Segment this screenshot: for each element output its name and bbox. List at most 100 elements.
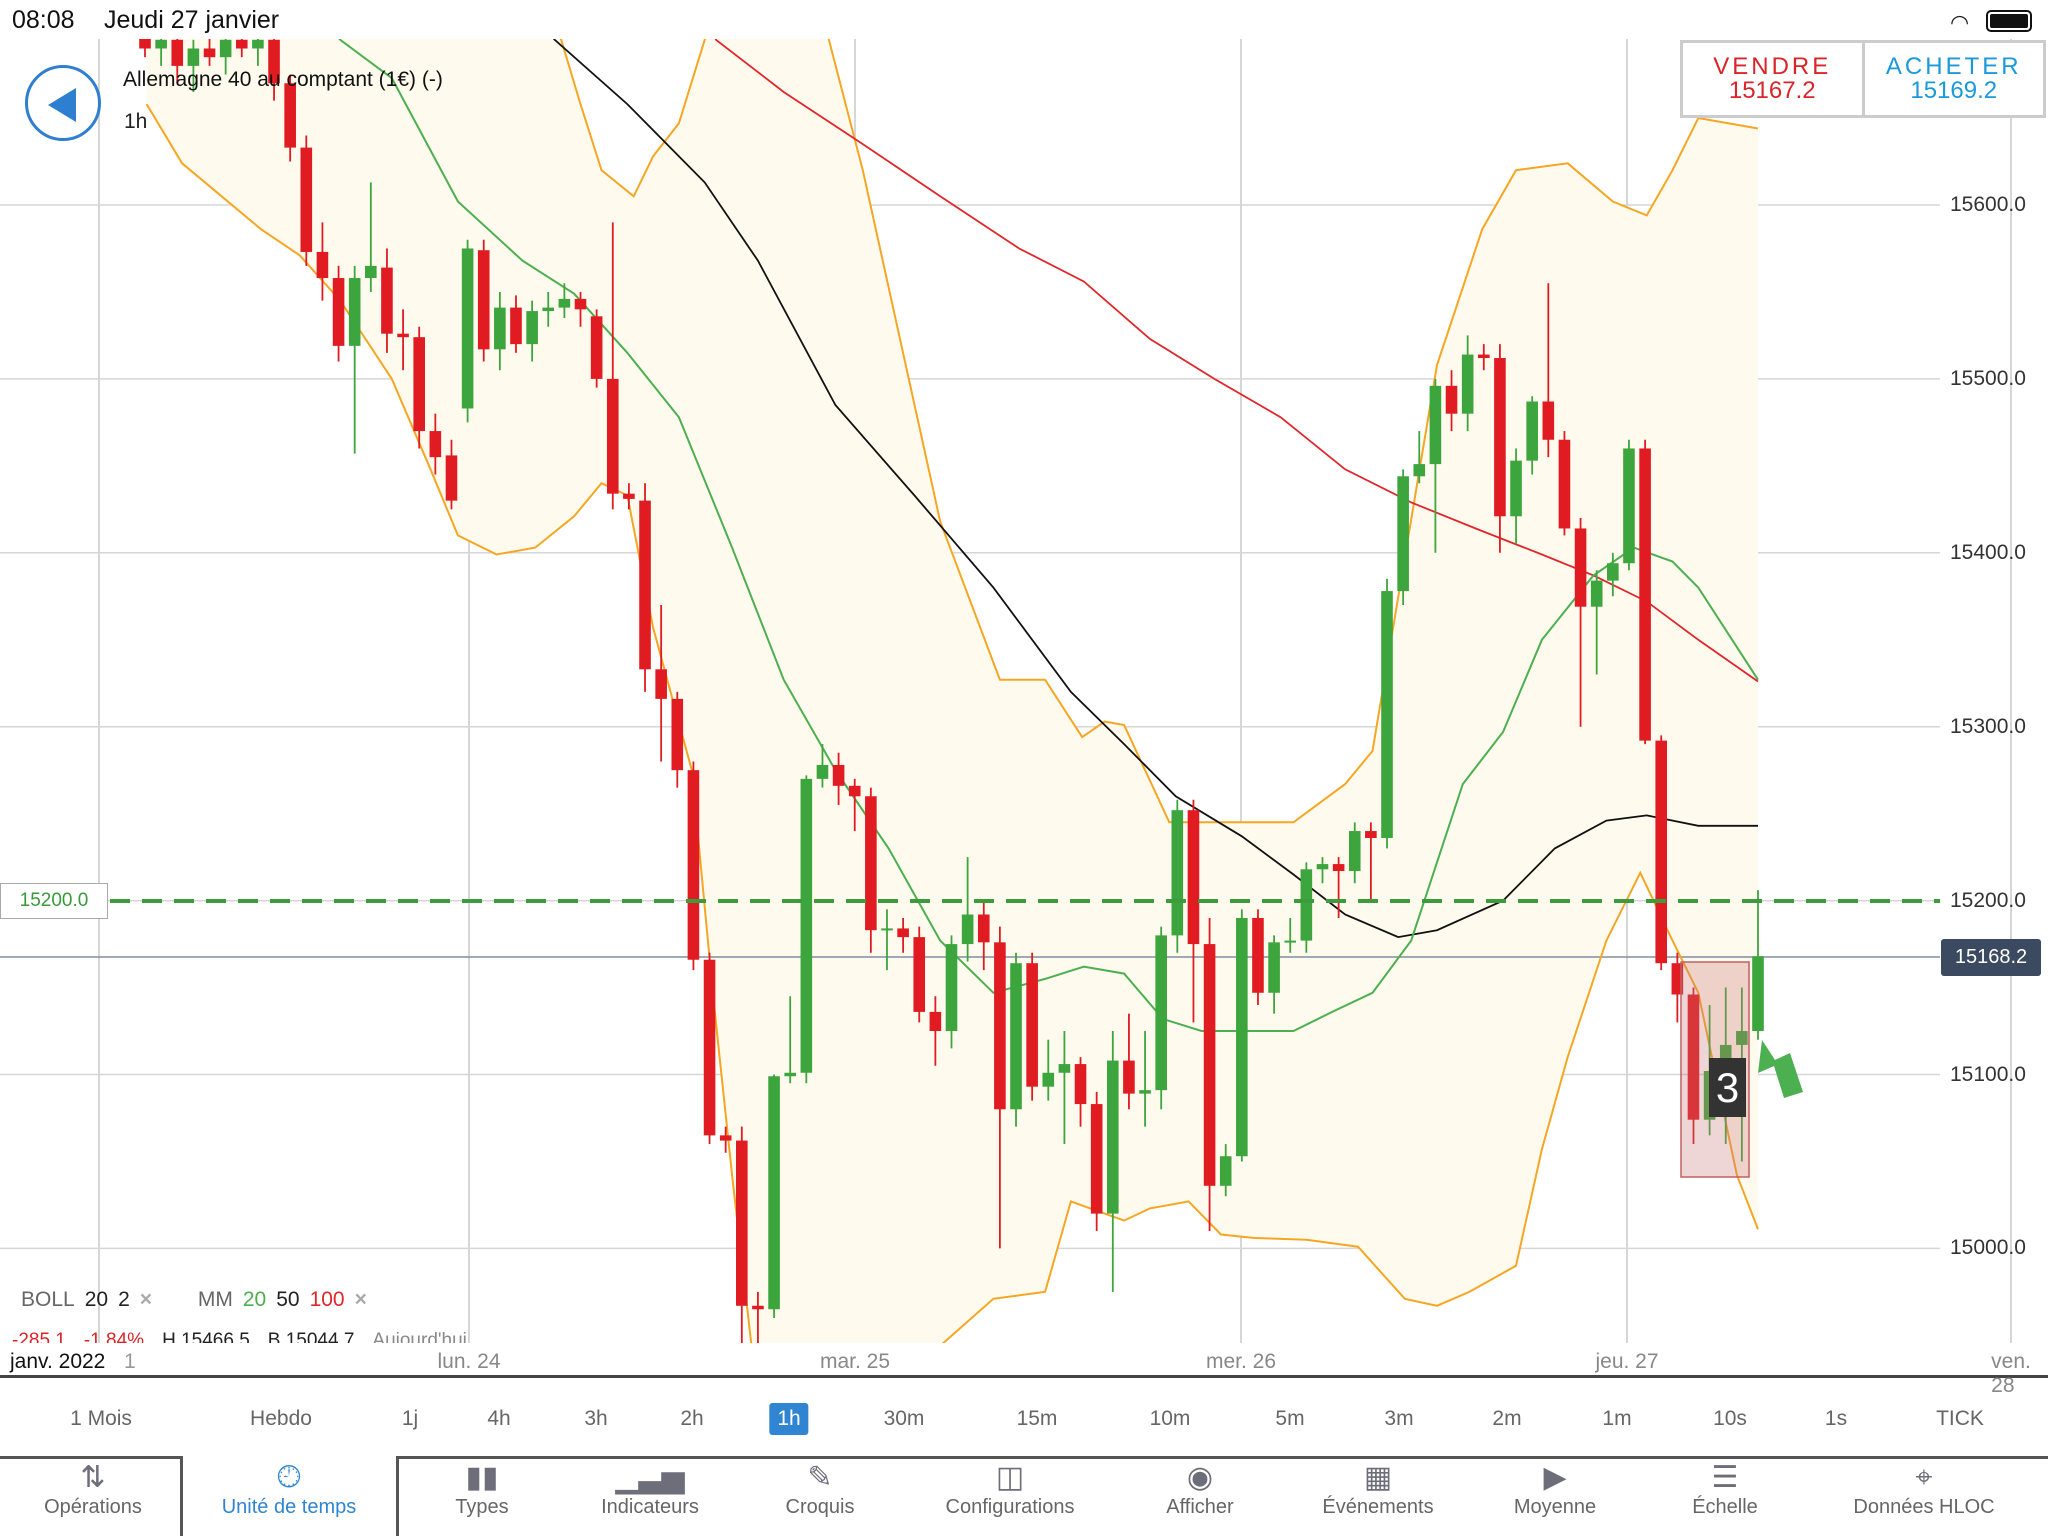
buy-label: ACHETER <box>1885 53 2022 80</box>
candle-body <box>994 942 1006 1110</box>
candle-body <box>913 937 926 1012</box>
candle <box>1268 935 1280 1014</box>
tab-eye[interactable]: ◉ Afficher <box>1166 1456 1233 1536</box>
candle <box>1623 439 1635 571</box>
timeframe-4h[interactable]: 4h <box>487 1407 511 1430</box>
candle <box>1655 735 1668 971</box>
tab-arrows-updown[interactable]: ⇅ Opérations <box>44 1456 142 1536</box>
boll-label[interactable]: BOLL <box>21 1288 75 1311</box>
tab-layout[interactable]: ◫ Configurations <box>946 1456 1075 1536</box>
candle-body <box>1526 401 1538 461</box>
tab-pencil[interactable]: ✎ Croquis <box>786 1456 855 1536</box>
candle <box>252 39 264 66</box>
candle <box>1461 335 1474 432</box>
marker-badge[interactable]: 3 <box>1709 1058 1746 1117</box>
date-axis-month: janv. 2022 <box>10 1350 106 1374</box>
candle-body <box>558 298 571 308</box>
candle <box>155 39 167 66</box>
tab-camera[interactable]: ▶ Moyenne <box>1514 1456 1596 1536</box>
timeframe-1-mois[interactable]: 1 Mois <box>70 1407 132 1430</box>
candle <box>542 291 555 327</box>
date-axis-day: 1 <box>124 1350 136 1373</box>
tab-clock[interactable]: 🕘︎ Unité de temps <box>222 1456 357 1536</box>
candle <box>1187 799 1200 1023</box>
candle-body <box>1026 963 1038 1087</box>
candle-body <box>1203 944 1216 1186</box>
remove-mm-icon[interactable]: × <box>354 1288 367 1311</box>
candle <box>1526 396 1538 475</box>
candle-body <box>816 764 829 779</box>
bar-chart-icon: ▁▃▅ <box>615 1461 685 1494</box>
candle-body <box>719 1135 732 1141</box>
candle-body <box>1461 354 1474 414</box>
candle-body <box>1284 940 1297 943</box>
candle-body <box>1332 864 1345 872</box>
candle <box>703 952 716 1145</box>
timeframe-5m[interactable]: 5m <box>1275 1407 1305 1430</box>
timeframe-2h[interactable]: 2h <box>680 1407 704 1430</box>
candle-body <box>510 307 522 345</box>
candle-body <box>1607 563 1619 581</box>
candle-body <box>768 1076 780 1310</box>
date-axis <box>0 1345 2048 1378</box>
tab-calendar[interactable]: ▦ Événements <box>1322 1456 1433 1536</box>
battery-icon <box>1986 10 2032 32</box>
timeframe-10m[interactable]: 10m <box>1149 1407 1191 1430</box>
candle-body <box>1123 1060 1135 1094</box>
candle <box>139 39 151 58</box>
candle <box>332 265 345 362</box>
candle <box>1445 370 1458 432</box>
candle <box>1316 857 1329 884</box>
candle <box>397 309 409 371</box>
timeframe-1m[interactable]: 1m <box>1602 1407 1632 1430</box>
crosshair-icon: ⌖ <box>1915 1461 1933 1494</box>
candle-body <box>461 248 474 409</box>
candle-body <box>736 1140 748 1306</box>
buy-price: 15169.2 <box>1910 77 1998 104</box>
alert-level-label[interactable]: 15200.0 <box>0 883 108 919</box>
timeframe-hebdo[interactable]: Hebdo <box>250 1407 312 1430</box>
timeframe-2m[interactable]: 2m <box>1492 1407 1522 1430</box>
tab-crosshair[interactable]: ⌖ Données HLOC <box>1853 1456 1994 1536</box>
candle-body <box>155 39 167 49</box>
timeframe-1s[interactable]: 1s <box>1824 1407 1848 1430</box>
candle-body <box>703 959 716 1136</box>
timeframe-3m[interactable]: 3m <box>1384 1407 1414 1430</box>
tab-label: Opérations <box>44 1496 142 1518</box>
timeframe-10s[interactable]: 10s <box>1713 1407 1747 1430</box>
tab-bar-chart[interactable]: ▁▃▅ Indicateurs <box>601 1456 699 1536</box>
back-button[interactable] <box>25 65 101 141</box>
timeframe-1h[interactable]: 1h <box>769 1403 809 1435</box>
candle <box>1203 917 1216 1232</box>
candle-body <box>477 250 490 350</box>
candle <box>219 39 232 75</box>
candle-body <box>671 698 684 771</box>
candle <box>865 787 877 953</box>
wifi-icon: ◠ <box>1950 10 1970 35</box>
candle-body <box>252 39 264 49</box>
candle <box>655 604 667 762</box>
candle-body <box>139 39 151 49</box>
candle-body <box>1752 956 1764 1032</box>
candle-body <box>1187 810 1200 945</box>
buy-button[interactable]: ACHETER 15169.2 <box>1865 43 2044 115</box>
timeframe-3h[interactable]: 3h <box>584 1407 608 1430</box>
tab-scale[interactable]: ☰ Échelle <box>1692 1456 1758 1536</box>
pencil-icon: ✎ <box>807 1461 833 1494</box>
timeframe-tick[interactable]: TICK <box>1936 1407 1984 1430</box>
candle <box>300 135 313 266</box>
candle <box>1107 1031 1119 1292</box>
tab-label: Échelle <box>1692 1496 1758 1518</box>
timeframe-15m[interactable]: 15m <box>1016 1407 1058 1430</box>
mm-label[interactable]: MM <box>197 1288 233 1311</box>
timeframe-1j[interactable]: 1j <box>401 1407 419 1430</box>
timeframe-30m[interactable]: 30m <box>883 1407 925 1430</box>
tab-label: Données HLOC <box>1853 1496 1995 1518</box>
sell-button[interactable]: VENDRE 15167.2 <box>1683 43 1865 115</box>
candle-body <box>1671 963 1684 995</box>
remove-boll-icon[interactable]: × <box>139 1288 153 1311</box>
tab-candles[interactable]: ▮▮ Types <box>455 1456 508 1536</box>
candle <box>1639 439 1651 745</box>
candle <box>1219 1144 1232 1197</box>
